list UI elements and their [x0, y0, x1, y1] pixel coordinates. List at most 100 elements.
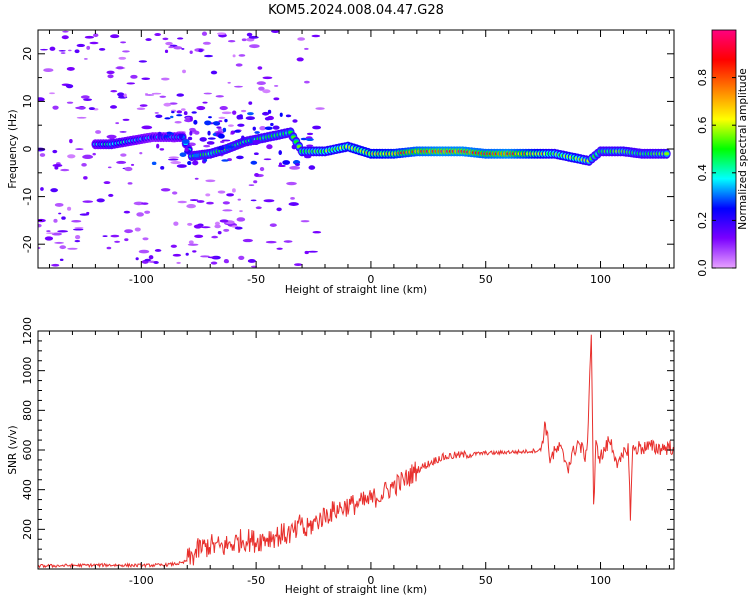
heatmap-cell [168, 102, 178, 105]
heatmap-cell [38, 147, 46, 152]
heatmap-cell [141, 202, 149, 205]
heatmap-cell [273, 97, 280, 101]
heatmap-cell [221, 111, 232, 115]
heatmap-cell [60, 52, 66, 54]
colorbar-tick-label: 0.8 [696, 69, 709, 87]
heatmap-cell [46, 230, 51, 232]
heatmap-cell [80, 95, 90, 99]
heatmap-cell [224, 118, 228, 123]
heatmap-cell [307, 250, 318, 253]
heatmap-cell [222, 209, 233, 212]
heatmap-cell [110, 234, 120, 238]
heatmap-cell [107, 166, 112, 169]
heatmap-cell [178, 133, 184, 139]
heatmap-cell [138, 249, 150, 254]
y-tick-label: 200 [21, 519, 34, 540]
heatmap-cell [170, 161, 182, 165]
heatmap-cell [49, 92, 55, 95]
heatmap-cell [187, 161, 192, 166]
heatmap-cell [38, 247, 41, 250]
heatmap-cell [89, 41, 99, 45]
heatmap-cell [57, 230, 69, 233]
heatmap-cell [300, 137, 308, 141]
heatmap-cell [270, 122, 274, 127]
heatmap-cell [291, 144, 297, 150]
heatmap-cell [116, 66, 124, 70]
heatmap-cell [230, 130, 236, 135]
heatmap-cell [54, 241, 64, 244]
heatmap-cell [216, 32, 227, 35]
heatmap-cell [83, 58, 88, 60]
heatmap-cell [296, 57, 304, 62]
heatmap-cell [196, 106, 206, 111]
spectrogram-x-label: Height of straight line (km) [285, 284, 427, 296]
heatmap-cell [52, 149, 58, 154]
heatmap-cell [86, 45, 91, 50]
heatmap-cell [202, 101, 208, 104]
heatmap-cell [264, 117, 271, 121]
colorbar-ticks: 0.0 0.2 0.4 0.6 0.8 [696, 29, 737, 277]
heatmap-cell [82, 200, 94, 203]
heatmap-cell [164, 134, 170, 138]
heatmap-cell [276, 207, 282, 212]
heatmap-cell [40, 48, 49, 51]
heatmap-cell [167, 158, 179, 161]
heatmap-cell [262, 76, 273, 80]
heatmap-cell [117, 92, 125, 97]
heatmap-cell [156, 143, 160, 149]
heatmap-cell [226, 193, 234, 197]
heatmap-cell [217, 190, 226, 194]
heatmap-cell [223, 258, 229, 264]
heatmap-cell [114, 240, 121, 243]
heatmap-cell [38, 223, 42, 228]
heatmap-cell [289, 166, 301, 170]
x-tick-label: -100 [129, 273, 154, 286]
x-tick-label: 50 [479, 273, 493, 286]
heatmap-cell [194, 177, 199, 180]
y-tick-label: -20 [21, 235, 34, 253]
heatmap-cell [300, 220, 310, 223]
colorbar: 0.0 0.2 0.4 0.6 0.8 Normalized spectral ampl… [696, 29, 749, 277]
heatmap-cell [225, 144, 229, 150]
heatmap-cell [83, 176, 88, 180]
colorbar-tick-label: 0.0 [696, 259, 709, 277]
heatmap-cell [242, 238, 253, 243]
heatmap-cell [257, 66, 263, 70]
heatmap-cell [194, 234, 204, 238]
y-tick-label: 20 [21, 47, 34, 61]
heatmap-cell [176, 110, 183, 114]
heatmap-cell [232, 110, 237, 115]
heatmap-cell [258, 86, 265, 91]
heatmap-cell [189, 116, 193, 122]
heatmap-cell [141, 77, 151, 81]
heatmap-cell [276, 247, 283, 250]
heatmap-cell [221, 139, 231, 142]
heatmap-cell [40, 187, 44, 191]
heatmap-cell [183, 111, 188, 116]
heatmap-cell [218, 116, 226, 120]
heatmap-cell [75, 106, 87, 110]
heatmap-cell [185, 116, 191, 119]
heatmap-cell [308, 165, 316, 170]
spectrogram-y-label: Frequency (Hz) [7, 109, 19, 188]
heatmap-cell [66, 101, 74, 104]
heatmap-cell [203, 92, 212, 95]
heatmap-cell [88, 107, 95, 111]
heatmap-cell [187, 222, 193, 226]
snr-y-label: SNR (v/v) [7, 425, 19, 474]
heatmap-cell [93, 33, 99, 38]
heatmap-cell [106, 70, 115, 75]
heatmap-cell [122, 50, 130, 53]
heatmap-cell [304, 80, 310, 84]
heatmap-cell [249, 138, 253, 144]
heatmap-cell [255, 206, 262, 210]
heatmap-cell [144, 258, 151, 262]
heatmap-cell [245, 116, 255, 120]
heatmap-cell [54, 202, 64, 207]
heatmap-cell [250, 199, 257, 202]
colorbar-tick-label: 0.2 [696, 212, 709, 230]
heatmap-cell [95, 130, 102, 134]
heatmap-cell [187, 136, 193, 141]
heatmap-cell [207, 137, 216, 140]
heatmap-cell [200, 255, 210, 258]
